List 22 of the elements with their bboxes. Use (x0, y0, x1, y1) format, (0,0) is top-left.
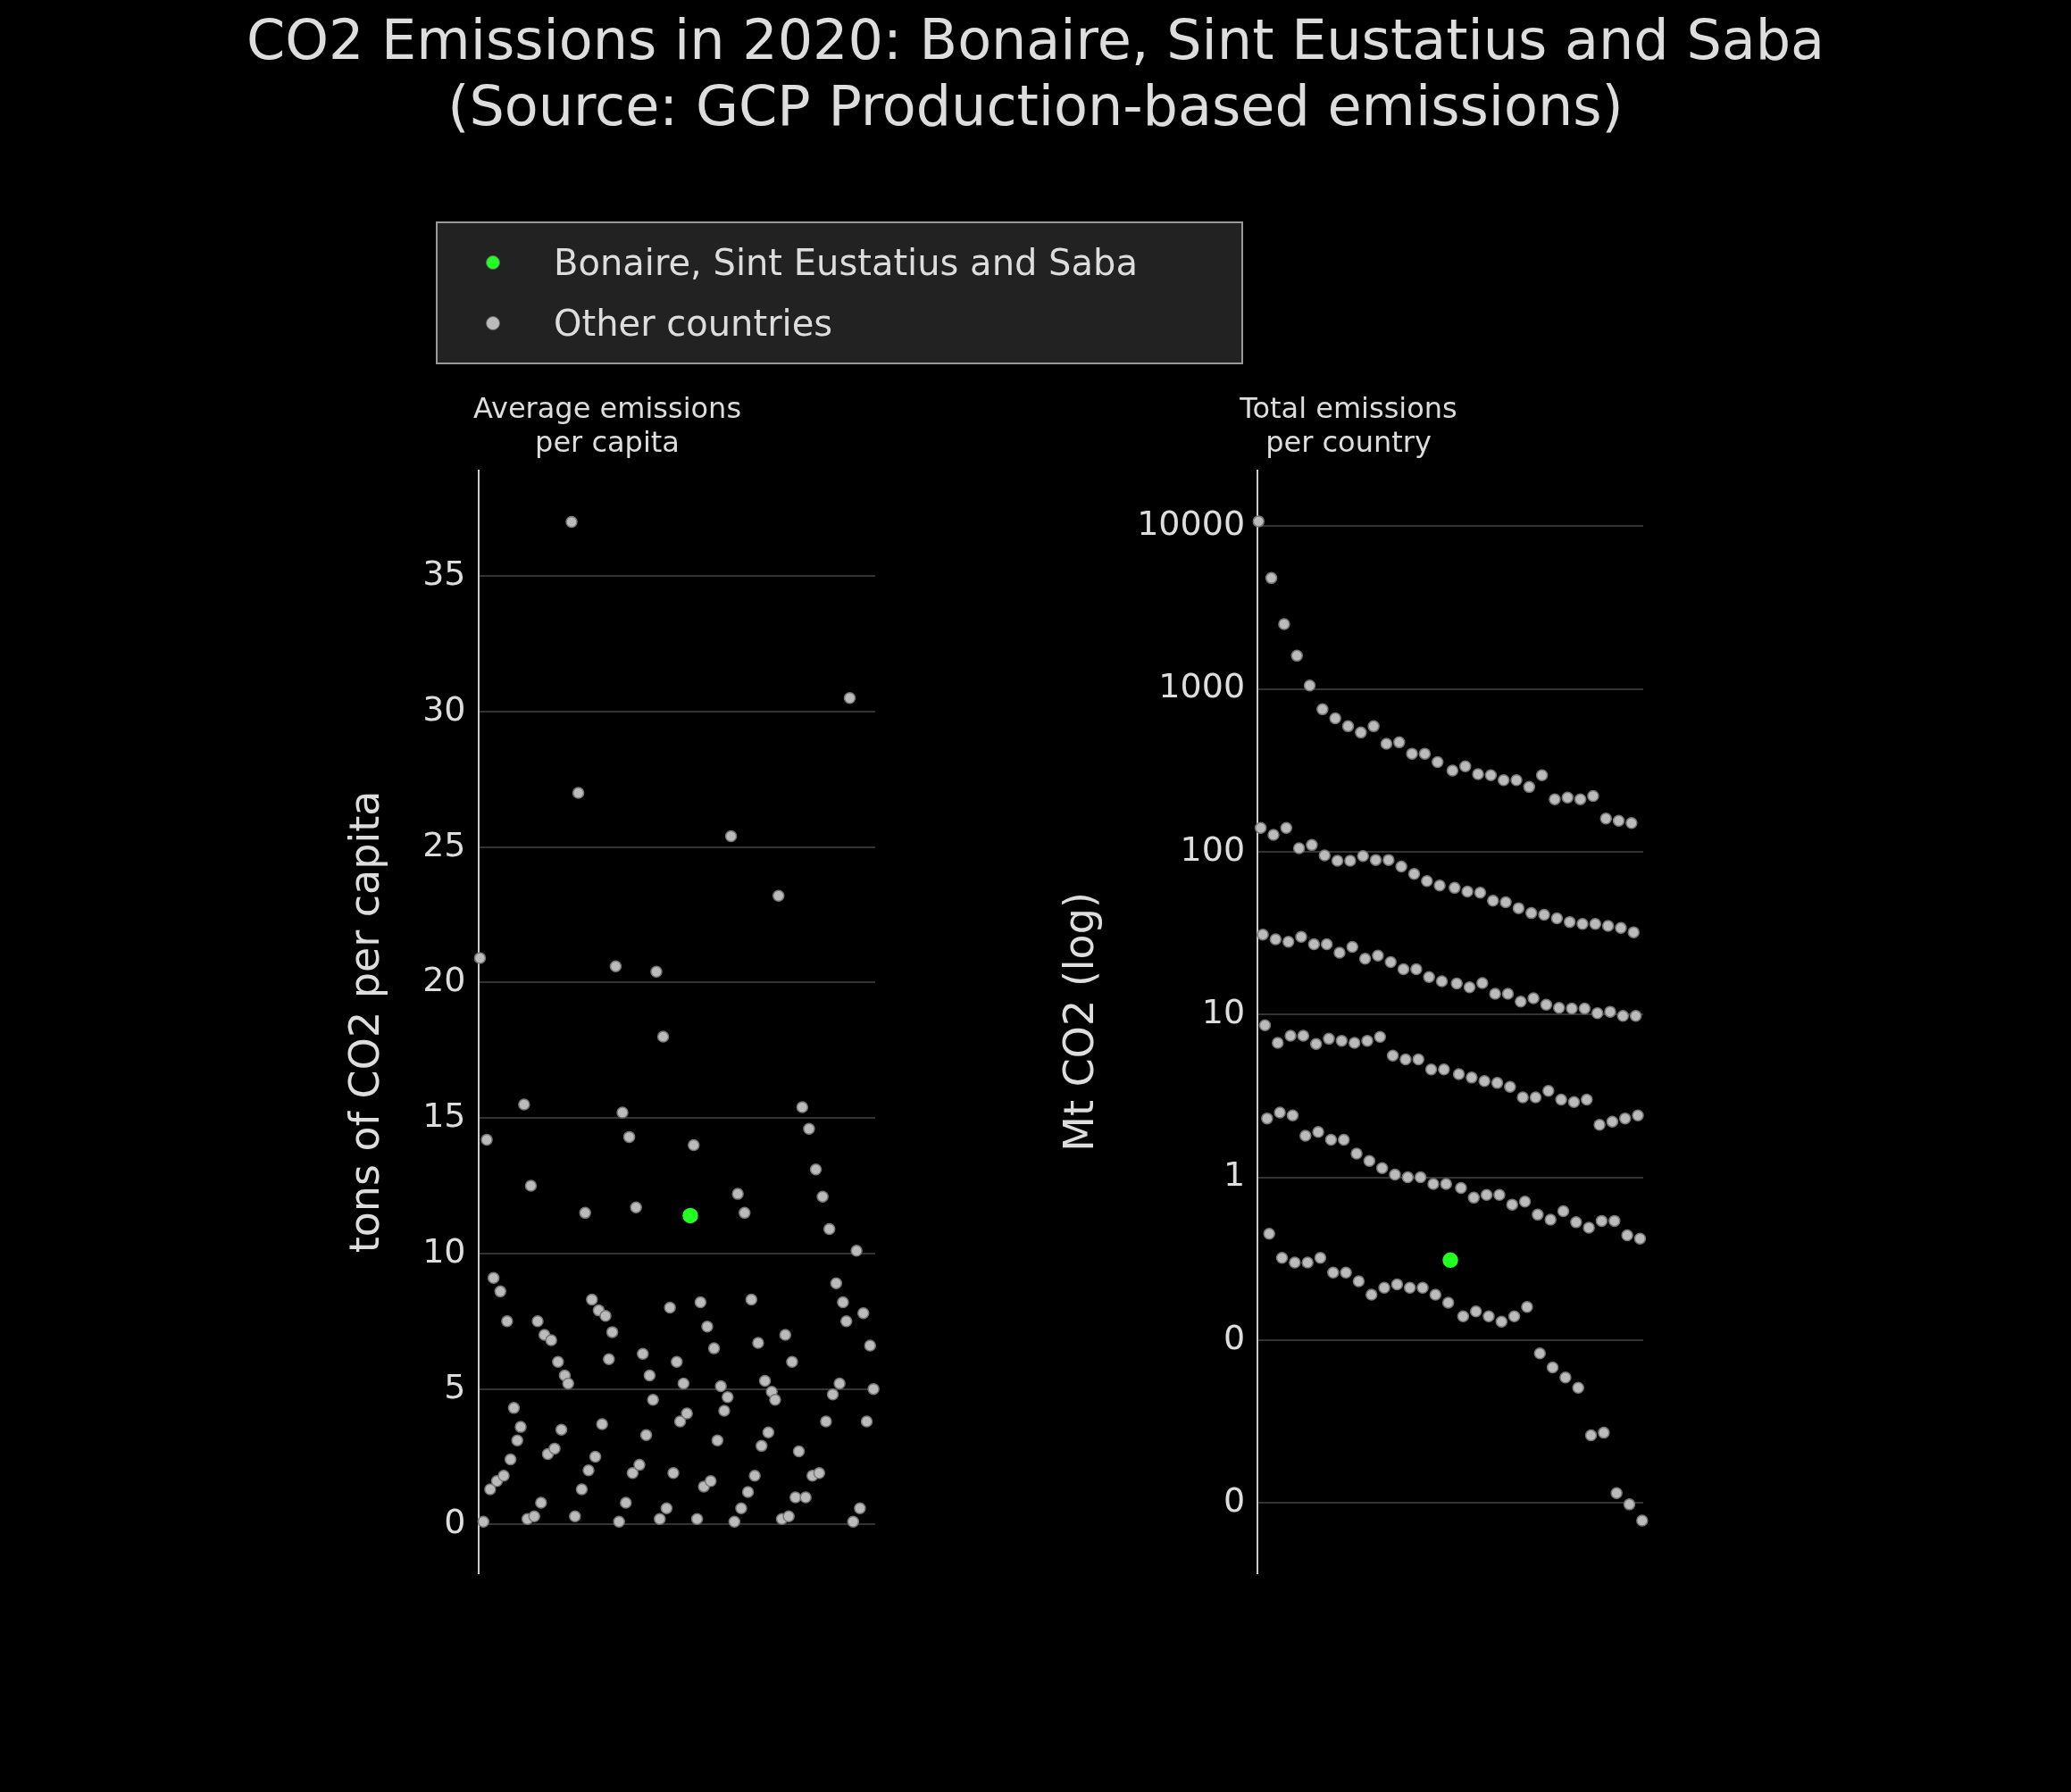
y-tick-label: 35 (422, 554, 466, 594)
y-tick-label: 0 (1223, 1480, 1246, 1521)
y-tick-label: 10 (422, 1230, 466, 1271)
chart-subtitle: Total emissions per country (1239, 390, 1457, 459)
y-tick-label: 5 (444, 1366, 466, 1406)
y-tick-label: 0 (1223, 1317, 1246, 1357)
y-tick-label: 30 (422, 688, 466, 729)
y-tick-label: 0 (444, 1502, 466, 1542)
y-tick-label: 100 (1180, 829, 1246, 869)
y-tick-label: 15 (422, 1096, 466, 1136)
legend-label: Bonaire, Sint Eustatius and Saba (554, 242, 1138, 283)
y-tick-label: 25 (422, 824, 466, 864)
y-axis-title: Mt CO2 (log) (1054, 892, 1103, 1152)
y-axis-title: tons of CO2 per capita (339, 790, 388, 1254)
y-tick-label: 1 (1223, 1154, 1246, 1195)
y-tick-label: 20 (422, 960, 466, 1000)
legend-label: Other countries (554, 303, 833, 344)
y-tick-label: 10 (1201, 992, 1246, 1032)
chart-subtitle: Average emissions per capita (472, 390, 742, 459)
y-tick-label: 10000 (1137, 504, 1246, 544)
text: CO2 Emissions in 2020: Bonaire, Sint Eustatius and Saba (Source: GCP Production-based emissions) (245, 7, 1826, 140)
y-tick-label: 1000 (1158, 666, 1246, 706)
